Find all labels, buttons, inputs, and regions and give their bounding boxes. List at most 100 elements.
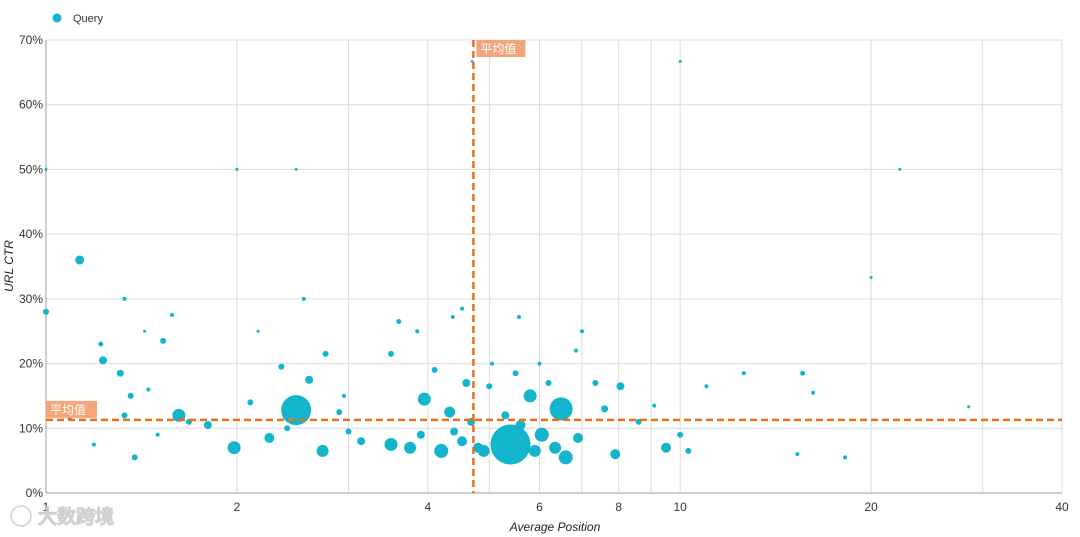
data-point xyxy=(415,329,420,334)
grid xyxy=(45,39,1063,494)
watermark-text: 大数跨境 xyxy=(38,505,114,528)
data-point xyxy=(256,329,260,333)
data-point xyxy=(450,314,455,319)
data-point xyxy=(305,375,314,384)
data-point xyxy=(116,369,124,377)
data-point xyxy=(616,382,625,391)
data-point xyxy=(537,361,542,366)
data-point xyxy=(549,397,573,421)
data-point xyxy=(534,427,549,442)
y-tick-label: 70% xyxy=(19,33,43,47)
y-average-label-bg xyxy=(46,400,97,418)
data-point xyxy=(316,444,329,457)
data-point xyxy=(528,444,541,457)
data-point xyxy=(155,432,160,437)
data-point xyxy=(545,379,552,386)
data-points xyxy=(43,59,971,465)
data-point xyxy=(294,167,298,171)
x-tick-label: 2 xyxy=(234,500,241,514)
data-point xyxy=(396,319,402,325)
data-point xyxy=(490,361,495,366)
data-point xyxy=(336,409,343,416)
data-point xyxy=(322,350,329,357)
data-point xyxy=(678,59,682,63)
y-axis-title: URL CTR xyxy=(2,240,16,292)
data-point xyxy=(610,449,621,460)
data-point xyxy=(967,405,971,409)
data-point xyxy=(431,367,438,374)
data-point xyxy=(357,437,366,446)
data-point xyxy=(345,428,352,435)
data-point xyxy=(99,356,108,365)
y-tick-label: 50% xyxy=(19,162,43,176)
data-point xyxy=(517,314,522,319)
data-point xyxy=(301,296,306,301)
data-point xyxy=(247,399,254,406)
data-point xyxy=(462,378,471,387)
data-point xyxy=(450,427,459,436)
data-point xyxy=(477,444,490,457)
data-point xyxy=(515,420,526,431)
data-point xyxy=(127,392,134,399)
data-point xyxy=(795,452,800,457)
x-axis-title: Average Position xyxy=(509,520,601,534)
data-point xyxy=(417,392,431,406)
x-tick-label: 8 xyxy=(615,500,622,514)
data-point xyxy=(278,363,285,370)
data-point xyxy=(143,329,147,333)
data-point xyxy=(800,370,806,376)
data-point xyxy=(592,379,599,386)
data-point xyxy=(43,308,49,315)
x-average-label: 平均值 xyxy=(480,41,516,56)
data-point xyxy=(281,395,312,426)
data-point xyxy=(573,348,578,353)
y-tick-label: 60% xyxy=(19,98,43,112)
data-point xyxy=(579,329,584,334)
data-point xyxy=(512,370,519,377)
data-point xyxy=(235,167,239,171)
y-tick-label: 0% xyxy=(26,486,44,500)
x-tick-label: 6 xyxy=(536,500,543,514)
data-point xyxy=(572,432,583,443)
x-tick-label: 4 xyxy=(424,500,431,514)
legend-marker-query xyxy=(52,13,62,23)
data-point xyxy=(601,405,609,413)
data-point xyxy=(146,387,151,392)
data-point xyxy=(460,306,465,311)
data-point xyxy=(44,167,48,171)
legend[interactable]: Query xyxy=(52,13,104,25)
data-point xyxy=(490,424,531,465)
data-point xyxy=(264,432,275,443)
x-tick-label: 1 xyxy=(43,500,50,514)
data-point xyxy=(416,430,425,439)
legend-label-query: Query xyxy=(73,13,103,25)
data-point xyxy=(558,450,573,465)
data-point xyxy=(434,443,449,458)
data-point xyxy=(227,441,241,455)
data-point xyxy=(685,447,692,454)
data-point xyxy=(677,431,684,438)
data-point xyxy=(284,425,291,432)
data-point xyxy=(523,389,537,403)
y-tick-label: 30% xyxy=(19,292,43,306)
data-point xyxy=(404,441,417,454)
data-point xyxy=(704,384,709,389)
x-average-label-bg xyxy=(476,40,526,57)
data-point xyxy=(91,442,96,447)
y-average-label: 平均值 xyxy=(50,402,86,417)
data-point xyxy=(160,337,167,344)
y-tick-label: 20% xyxy=(19,357,43,371)
data-point xyxy=(122,296,127,301)
data-point xyxy=(444,406,456,418)
x-tick-label: 20 xyxy=(864,500,878,514)
data-point xyxy=(549,441,562,454)
data-point xyxy=(341,393,346,398)
data-point xyxy=(661,442,672,453)
data-point xyxy=(898,167,902,171)
data-point xyxy=(741,371,746,376)
data-point xyxy=(131,454,138,461)
data-point xyxy=(843,455,848,460)
data-point xyxy=(75,255,85,265)
